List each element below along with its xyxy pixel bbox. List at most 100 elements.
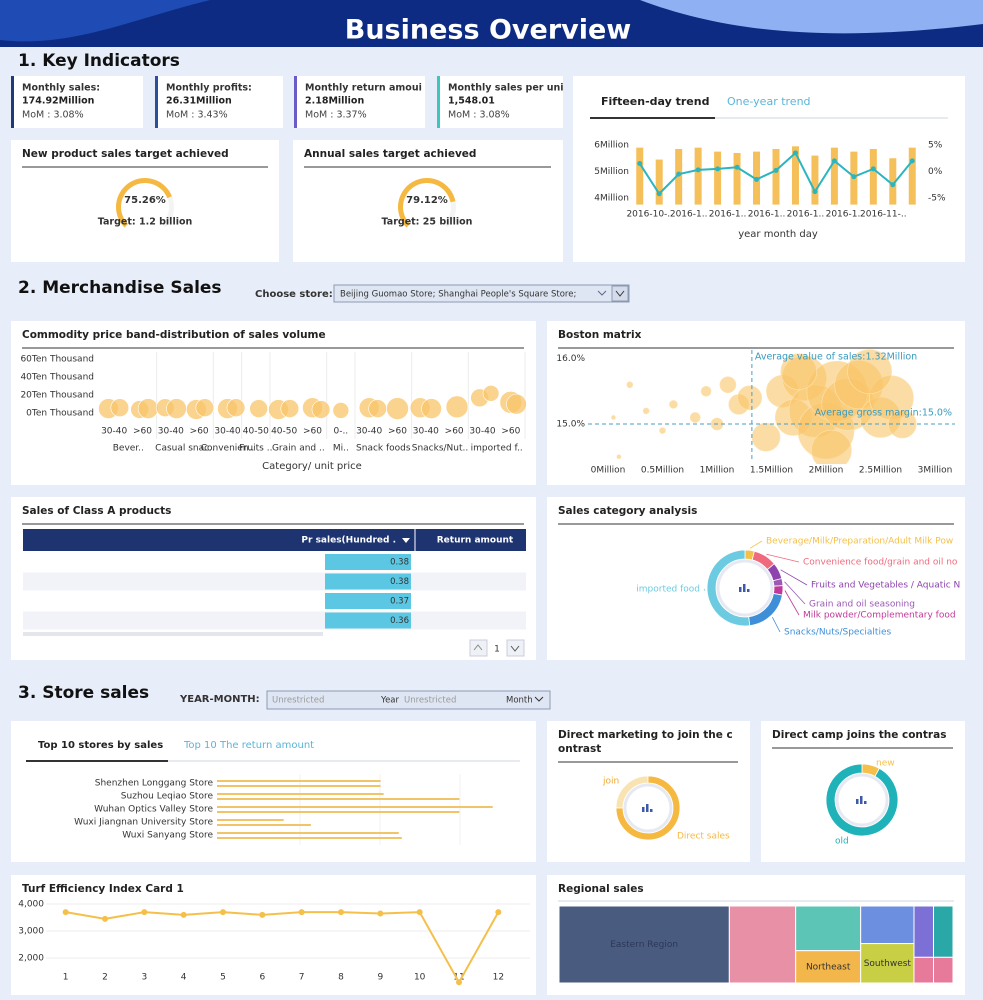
- placeholder: Unrestricted: [404, 696, 456, 706]
- kpi-label: Monthly return amoui: [305, 83, 422, 94]
- bubble: [482, 385, 500, 402]
- x-axis-title: year month day: [738, 229, 818, 240]
- page-next[interactable]: [506, 639, 525, 657]
- gauge-value: [398, 178, 456, 228]
- bubble: [445, 395, 469, 419]
- dropdown-button[interactable]: [611, 285, 629, 302]
- tab[interactable]: Top 10 The return amount: [183, 740, 314, 751]
- x-tick-label: 30-40: [158, 427, 184, 437]
- table-row: [23, 611, 526, 630]
- bubble: [887, 409, 917, 439]
- group-label: Casual snac..: [155, 444, 215, 454]
- x-tick-label: 4: [181, 973, 187, 983]
- x-tick-label: 40-50: [243, 427, 269, 437]
- bar: [714, 151, 722, 205]
- tab[interactable]: Top 10 stores by sales: [38, 740, 163, 751]
- kpi-mom: MoM : 3.43%: [166, 110, 228, 121]
- x-tick-label: >60: [303, 427, 322, 437]
- kpi-value: 2.18Million: [305, 96, 364, 107]
- y-tick-label: 2,000: [18, 954, 44, 964]
- x-tick-label: 0.5Million: [641, 466, 684, 476]
- bubble: [611, 415, 616, 420]
- card-title: Regional sales: [558, 883, 644, 895]
- card-title: Direct camp joins the contras: [772, 729, 946, 741]
- y-tick-label: Suzhou Leqiao Store: [121, 792, 214, 802]
- center-icon: [739, 587, 742, 592]
- sort-icon[interactable]: [402, 538, 410, 543]
- y2-tick-label: -5%: [928, 193, 946, 203]
- bubble: [626, 381, 634, 389]
- page-prev[interactable]: [469, 639, 488, 657]
- x-tick-label: 2016-1..: [787, 210, 825, 220]
- x-tick-label: 9: [377, 973, 383, 983]
- y2-tick-label: 0%: [928, 167, 943, 177]
- point: [695, 167, 701, 173]
- point: [416, 909, 423, 916]
- bar: [217, 824, 311, 826]
- filter-label: Choose store:: [255, 289, 333, 300]
- point: [377, 910, 384, 917]
- x-tick-label: 2016-1..: [748, 210, 786, 220]
- card-title: New product sales target achieved: [22, 148, 229, 160]
- bar: [217, 837, 402, 839]
- bar: [791, 146, 799, 205]
- y-tick-label: 4Million: [594, 193, 629, 203]
- bubble: [751, 422, 781, 452]
- table-header: [23, 529, 526, 551]
- header-wave: [0, 0, 210, 42]
- x-tick-label: 6: [259, 973, 265, 983]
- center-icon: [650, 809, 653, 812]
- y-tick-label: Shenzhen Longgang Store: [95, 779, 214, 789]
- bar: [811, 155, 819, 205]
- gauge-label: 79.12%: [406, 195, 448, 206]
- point: [259, 911, 266, 918]
- bar: [830, 147, 838, 205]
- store-dropdown[interactable]: [333, 284, 630, 303]
- card-title: Commodity price band-distribution of sal…: [22, 329, 326, 341]
- point: [220, 909, 226, 916]
- point: [656, 191, 662, 197]
- kpi-card: [294, 76, 425, 128]
- x-axis-title: Category/ unit price: [262, 461, 362, 472]
- y-tick-label: Wuhan Optics Valley Store: [94, 805, 213, 815]
- reference-label: Average value of sales:1.32Million: [755, 352, 917, 363]
- bubble: [280, 399, 300, 418]
- column-header[interactable]: Return amount: [437, 536, 514, 546]
- x-tick-label: 1: [63, 973, 69, 983]
- x-tick-label: >60: [388, 427, 407, 437]
- x-tick-label: 2Million: [809, 466, 844, 476]
- bubble: [719, 376, 737, 394]
- group-label: Mi..: [333, 444, 349, 454]
- kpi-accent: [294, 76, 297, 128]
- point: [890, 182, 896, 188]
- bubble: [506, 393, 527, 415]
- line: [65, 911, 500, 985]
- bar: [675, 148, 683, 205]
- kpi-label: Monthly sales per uni: [448, 83, 564, 94]
- bubble: [811, 429, 852, 464]
- table-row: [23, 572, 526, 591]
- scrollbar[interactable]: [23, 632, 323, 636]
- bubble: [669, 400, 678, 409]
- x-tick-label: 30-40: [101, 427, 127, 437]
- tab[interactable]: One-year trend: [727, 95, 811, 108]
- chevron: [510, 645, 520, 652]
- kpi-label: Monthly sales:: [22, 83, 100, 94]
- point: [298, 909, 305, 916]
- chevron: [615, 290, 625, 297]
- y2-tick-label: 5%: [928, 140, 943, 150]
- date-filter[interactable]: [266, 690, 551, 710]
- cell-value: 0.38: [390, 558, 409, 568]
- kpi-mom: MoM : 3.37%: [305, 110, 367, 121]
- cell-value: 0.36: [390, 616, 409, 626]
- filter-unit: Month: [506, 696, 533, 706]
- leader: [784, 590, 800, 616]
- card-title: Annual sales target achieved: [304, 148, 476, 160]
- column-header[interactable]: Pr sales(Hundred .: [301, 536, 396, 546]
- tile: [795, 905, 862, 952]
- x-tick-label: 2: [102, 973, 108, 983]
- cell-value: 0.38: [390, 577, 409, 587]
- x-tick-label: 3: [141, 973, 147, 983]
- card-title: Boston matrix: [558, 329, 642, 341]
- tab[interactable]: Fifteen-day trend: [601, 95, 709, 108]
